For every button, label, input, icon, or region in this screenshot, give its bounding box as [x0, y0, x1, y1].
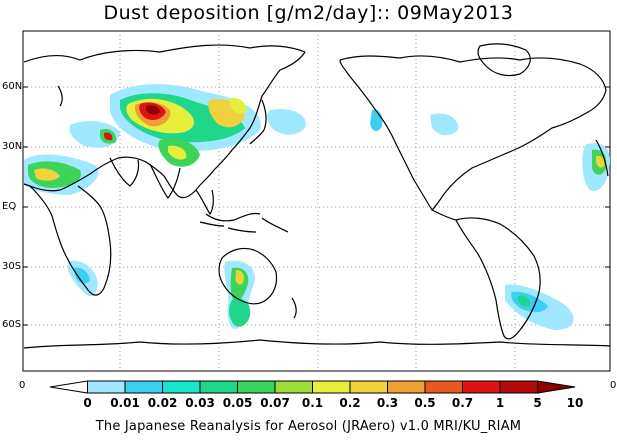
colorbar-segment: [387, 380, 426, 394]
map-title: Dust deposition [g/m2/day]:: 09May2013: [103, 2, 514, 24]
colorbar-labels: 0 0.01 0.02 0.03 0.05 0.07 0.1 0.2 0.3 0.5 0.7 1 5 10: [0, 396, 617, 412]
colorbar-tick-label: 0.1: [301, 396, 324, 410]
colorbar-segment: [499, 380, 538, 394]
colorbar-side-label-right: 0: [610, 380, 617, 391]
colorbar-segment: [312, 380, 351, 394]
colorbar: [49, 380, 576, 394]
lat-label-eq: EQ: [2, 201, 17, 212]
colorbar-tick-label: 5: [533, 396, 542, 410]
colorbar-segment: [87, 380, 126, 394]
dust-shading: [24, 84, 610, 330]
colorbar-tick-label: 10: [566, 396, 584, 410]
colorbar-tick-label: 0.03: [185, 396, 215, 410]
colorbar-segment: [162, 380, 201, 394]
colorbar-tick-label: 0.5: [414, 396, 436, 410]
colorbar-tick-label: 1: [495, 396, 505, 410]
colorbar-segment: [237, 380, 276, 394]
colorbar-tick-label: 0.05: [222, 396, 253, 410]
map-frame: [22, 30, 611, 372]
colorbar-segment: [349, 380, 388, 394]
colorbar-tick-label: 0.01: [110, 396, 140, 410]
colorbar-tick-label: 0.3: [376, 396, 399, 410]
colorbar-tick-label: 0.7: [451, 396, 474, 410]
colorbar-segment: [424, 380, 463, 394]
colorbar-tick-label: 0.2: [339, 396, 361, 410]
colorbar-segment: [49, 380, 88, 394]
colorbar-tick-label: 0: [83, 396, 92, 410]
colorbar-segment: [537, 380, 576, 394]
colorbar-side-label-left: 0: [19, 380, 26, 391]
lat-label-60s: 60S: [2, 319, 22, 330]
coastlines: [23, 43, 611, 349]
colorbar-tick-label: 0.07: [260, 396, 290, 410]
lat-label-30s: 30S: [2, 261, 22, 272]
colorbar-segment: [199, 380, 238, 394]
footer-credit: The Japanese Reanalysis for Aerosol (JRA…: [95, 419, 522, 434]
lat-label-30n: 30N: [2, 141, 23, 152]
colorbar-segment: [462, 380, 501, 394]
lat-label-60n: 60N: [2, 81, 23, 92]
colorbar-segment: [124, 380, 163, 394]
grid-lines: [23, 31, 610, 371]
colorbar-tick-label: 0.02: [147, 396, 178, 410]
colorbar-segment: [274, 380, 313, 394]
